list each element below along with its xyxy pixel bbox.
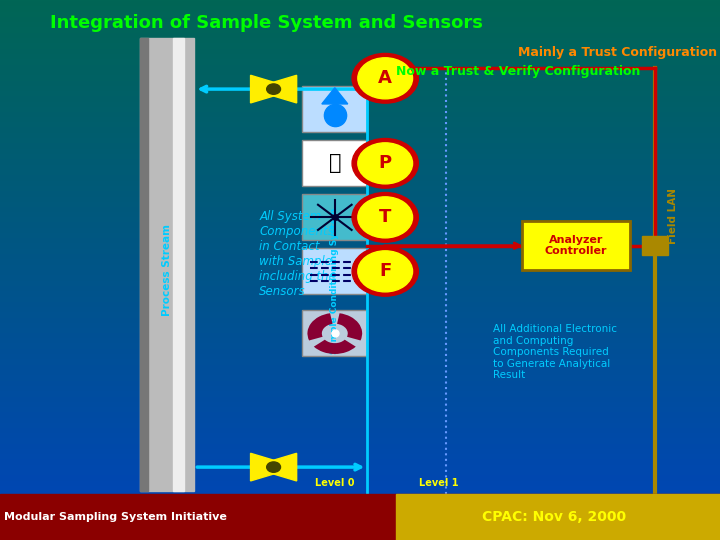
Bar <box>0 494 720 540</box>
Circle shape <box>358 143 413 184</box>
Text: All System
Components
in Contact
with Sample
including the
Sensors: All System Components in Contact with Sa… <box>259 210 336 298</box>
Wedge shape <box>314 340 356 354</box>
Text: Level 1: Level 1 <box>420 478 459 488</box>
Text: Now a Trust & Verify Configuration: Now a Trust & Verify Configuration <box>396 65 640 78</box>
Circle shape <box>358 197 413 238</box>
Polygon shape <box>251 75 297 103</box>
Bar <box>396 494 720 540</box>
Bar <box>302 194 367 240</box>
Circle shape <box>358 58 413 99</box>
Text: P: P <box>379 154 392 172</box>
Circle shape <box>266 462 281 472</box>
Bar <box>302 140 367 186</box>
Polygon shape <box>251 453 297 481</box>
Circle shape <box>352 139 418 188</box>
Bar <box>140 38 148 491</box>
Text: Modular Sampling System Initiative: Modular Sampling System Initiative <box>4 512 227 522</box>
Circle shape <box>266 84 281 94</box>
Text: Analyzer
Controller: Analyzer Controller <box>545 235 607 256</box>
Text: Mainly a Trust Configuration: Mainly a Trust Configuration <box>518 46 718 59</box>
Circle shape <box>352 53 418 103</box>
Wedge shape <box>307 313 333 340</box>
Wedge shape <box>337 313 362 340</box>
Text: CPAC: Nov 6, 2000: CPAC: Nov 6, 2000 <box>482 510 626 524</box>
Polygon shape <box>322 87 348 104</box>
Bar <box>140 38 194 491</box>
Text: Integration of Sample System and Sensors: Integration of Sample System and Sensors <box>50 14 483 31</box>
Bar <box>302 310 367 356</box>
Text: F: F <box>379 262 392 280</box>
Text: Sample Conditioning System: Sample Conditioning System <box>330 207 339 354</box>
Bar <box>642 236 668 255</box>
Text: T: T <box>379 208 392 226</box>
Circle shape <box>352 246 418 296</box>
Text: 🔥: 🔥 <box>328 153 341 173</box>
Circle shape <box>358 251 413 292</box>
Text: Level 0: Level 0 <box>315 478 354 488</box>
Polygon shape <box>251 453 297 481</box>
Bar <box>173 38 184 491</box>
FancyBboxPatch shape <box>522 221 630 270</box>
Circle shape <box>352 192 418 242</box>
Bar <box>302 86 367 132</box>
Bar <box>302 248 367 294</box>
Text: Field LAN: Field LAN <box>668 188 678 244</box>
Text: All Additional Electronic
and Computing
Components Required
to Generate Analytic: All Additional Electronic and Computing … <box>493 324 617 380</box>
Text: Process Stream: Process Stream <box>163 224 172 316</box>
Text: A: A <box>378 69 392 87</box>
Polygon shape <box>251 75 297 103</box>
